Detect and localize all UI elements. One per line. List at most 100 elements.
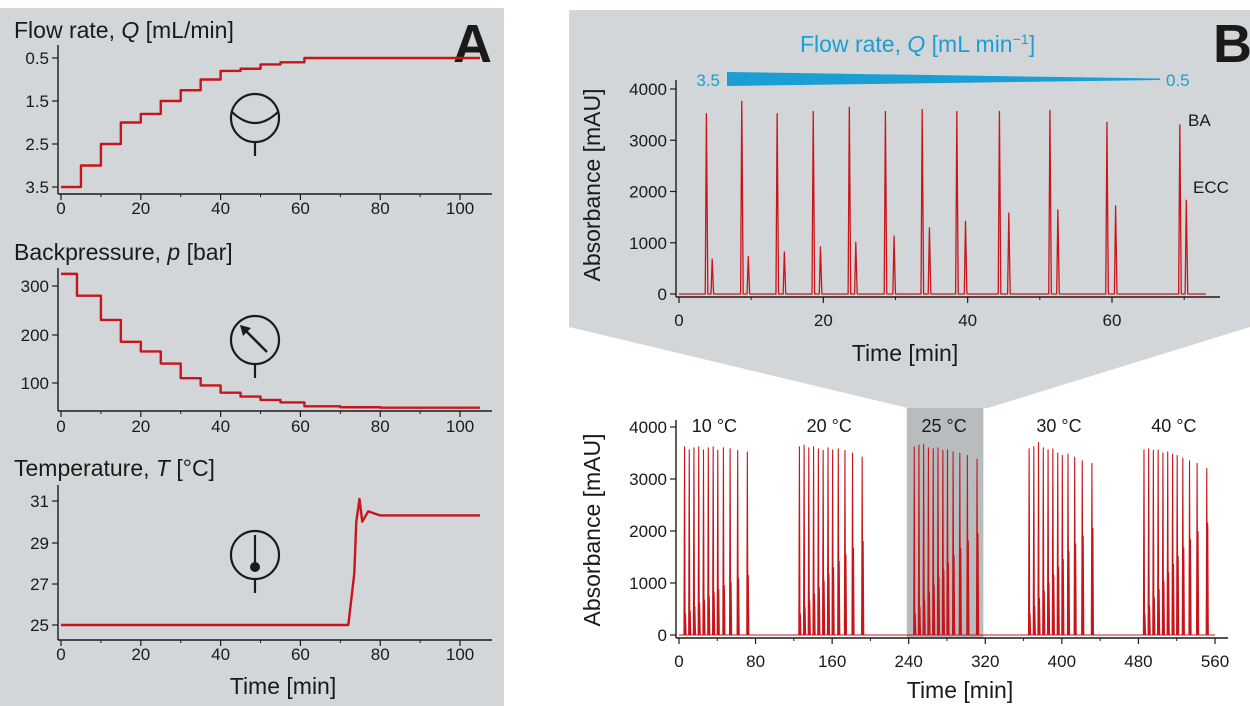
icon-needle: [244, 329, 268, 353]
chart-flow: Flow rate, Q [mL/min] 0.5 1.5 2.5 3.5 0 20 40 60…: [14, 17, 492, 218]
y-tick-label: 1000: [629, 574, 667, 593]
panel-letter-b: B: [1213, 14, 1250, 74]
y-tick-label: 300: [21, 277, 49, 296]
y-tick-label: 4000: [629, 418, 667, 437]
x-tick-label: 320: [971, 652, 999, 671]
x-tick-label: 400: [1048, 652, 1076, 671]
chart-title: Backpressure, p [bar]: [14, 239, 233, 265]
y-tick-label: 27: [30, 575, 49, 594]
title-part: [bar]: [180, 239, 232, 265]
x-tick-label: 80: [371, 199, 390, 218]
y-tick-label: 31: [30, 492, 49, 511]
chart-overview: 0 1000 2000 3000 4000 0 80 160 240 320 400 480 560 Ti…: [579, 408, 1229, 703]
x-tick-label: 20: [131, 417, 150, 436]
group-label: 40 °C: [1151, 416, 1196, 436]
flow-end-label: 0.5: [1166, 71, 1190, 90]
y-tick-label: 2000: [629, 183, 667, 202]
title-part: Backpressure,: [14, 239, 167, 265]
x-tick-label: 160: [818, 652, 846, 671]
title-part: ]: [1029, 31, 1035, 57]
flowmeter-icon: [229, 92, 281, 156]
flow-gradient-wedge: [727, 72, 1160, 86]
chart-zoom: 0 1000 2000 3000 4000 0 20 40 60 Time [min] Absorb…: [579, 31, 1229, 366]
x-axis-title: Time [min]: [907, 677, 1014, 703]
y-tick-label: 1.5: [25, 92, 49, 111]
panel-a-background: [0, 8, 504, 706]
chart-temperature: Temperature, T [°C] 25 27 29 31 0 20 40 60 80 100 T…: [14, 455, 492, 699]
title-part: [mL min: [925, 31, 1012, 57]
y-tick-label: 3.5: [25, 178, 49, 197]
title-part: Flow rate,: [14, 17, 121, 43]
chromatogram-trace: [679, 100, 1206, 295]
y-tick-label: 0: [658, 626, 667, 645]
x-tick-label: 60: [291, 417, 310, 436]
x-tick-label: 20: [131, 199, 150, 218]
x-tick-label: 20: [131, 645, 150, 664]
flow-start-label: 3.5: [696, 71, 720, 90]
group-label: 10 °C: [692, 416, 737, 436]
title-part: Temperature,: [14, 455, 156, 481]
y-tick-label: 100: [21, 374, 49, 393]
thermometer-icon: [229, 529, 281, 593]
x-tick-label: 0: [674, 311, 683, 330]
title-part: Q: [121, 17, 139, 43]
x-tick-label: 40: [211, 645, 230, 664]
y-tick-label: 2.5: [25, 135, 49, 154]
chromatogram-trace: [679, 442, 1215, 636]
y-tick-label: 200: [21, 326, 49, 345]
series-line: [61, 497, 480, 627]
y-tick-label: 1000: [629, 234, 667, 253]
x-tick-label: 40: [958, 311, 977, 330]
chart-title: Temperature, T [°C]: [14, 455, 215, 481]
y-axis-title: Absorbance [mAU]: [579, 88, 605, 281]
y-tick-label: 25: [30, 616, 49, 635]
icon-detail: [231, 111, 279, 125]
peak-label-ba: BA: [1188, 111, 1211, 130]
x-tick-label: 480: [1124, 652, 1152, 671]
group-label: 25 °C: [922, 416, 967, 436]
title-part: [mL/min]: [139, 17, 234, 43]
chart-pressure: Backpressure, p [bar] 100 200 300 0 20 40 60 80 1…: [14, 239, 492, 436]
x-tick-label: 0: [56, 417, 65, 436]
y-tick-label: 2000: [629, 522, 667, 541]
panel-b-zoom-background: [569, 10, 1250, 408]
group-label: 30 °C: [1036, 416, 1081, 436]
x-tick-label: 80: [371, 645, 390, 664]
y-tick-label: 29: [30, 534, 49, 553]
x-tick-label: 60: [291, 199, 310, 218]
title-part: Flow rate,: [800, 31, 907, 57]
x-tick-label: 0: [56, 199, 65, 218]
x-tick-label: 80: [371, 417, 390, 436]
y-tick-label: 0.5: [25, 49, 49, 68]
y-axis-title: Absorbance [mAU]: [579, 433, 605, 626]
title-part: T: [156, 455, 172, 481]
x-tick-label: 100: [446, 199, 474, 218]
x-tick-label: 0: [56, 645, 65, 664]
x-tick-label: 40: [211, 417, 230, 436]
flow-title: Flow rate, Q [mL min−1]: [800, 31, 1035, 57]
panel-letter-a: A: [453, 14, 492, 74]
title-part: [°C]: [170, 455, 215, 481]
x-tick-label: 100: [446, 645, 474, 664]
group-label: 20 °C: [807, 416, 852, 436]
pressure-gauge-icon: [229, 314, 281, 378]
x-tick-label: 60: [291, 645, 310, 664]
series-line: [61, 56, 480, 189]
icon-arrowhead: [240, 325, 251, 336]
y-tick-label: 4000: [629, 80, 667, 99]
title-part: p: [166, 239, 180, 265]
x-axis-title: Time [min]: [230, 673, 337, 699]
y-tick-label: 0: [658, 285, 667, 304]
x-axis-title: Time [min]: [852, 340, 959, 366]
icon-bulb: [250, 562, 260, 572]
peak-label-ecc: ECC: [1193, 178, 1229, 197]
x-tick-label: 60: [1103, 311, 1122, 330]
x-tick-label: 40: [211, 199, 230, 218]
y-tick-label: 3000: [629, 131, 667, 150]
x-tick-label: 80: [746, 652, 765, 671]
title-part: −1: [1013, 32, 1029, 48]
y-tick-label: 3000: [629, 470, 667, 489]
series-line: [61, 272, 480, 409]
x-tick-label: 240: [895, 652, 923, 671]
title-part: Q: [907, 31, 925, 57]
